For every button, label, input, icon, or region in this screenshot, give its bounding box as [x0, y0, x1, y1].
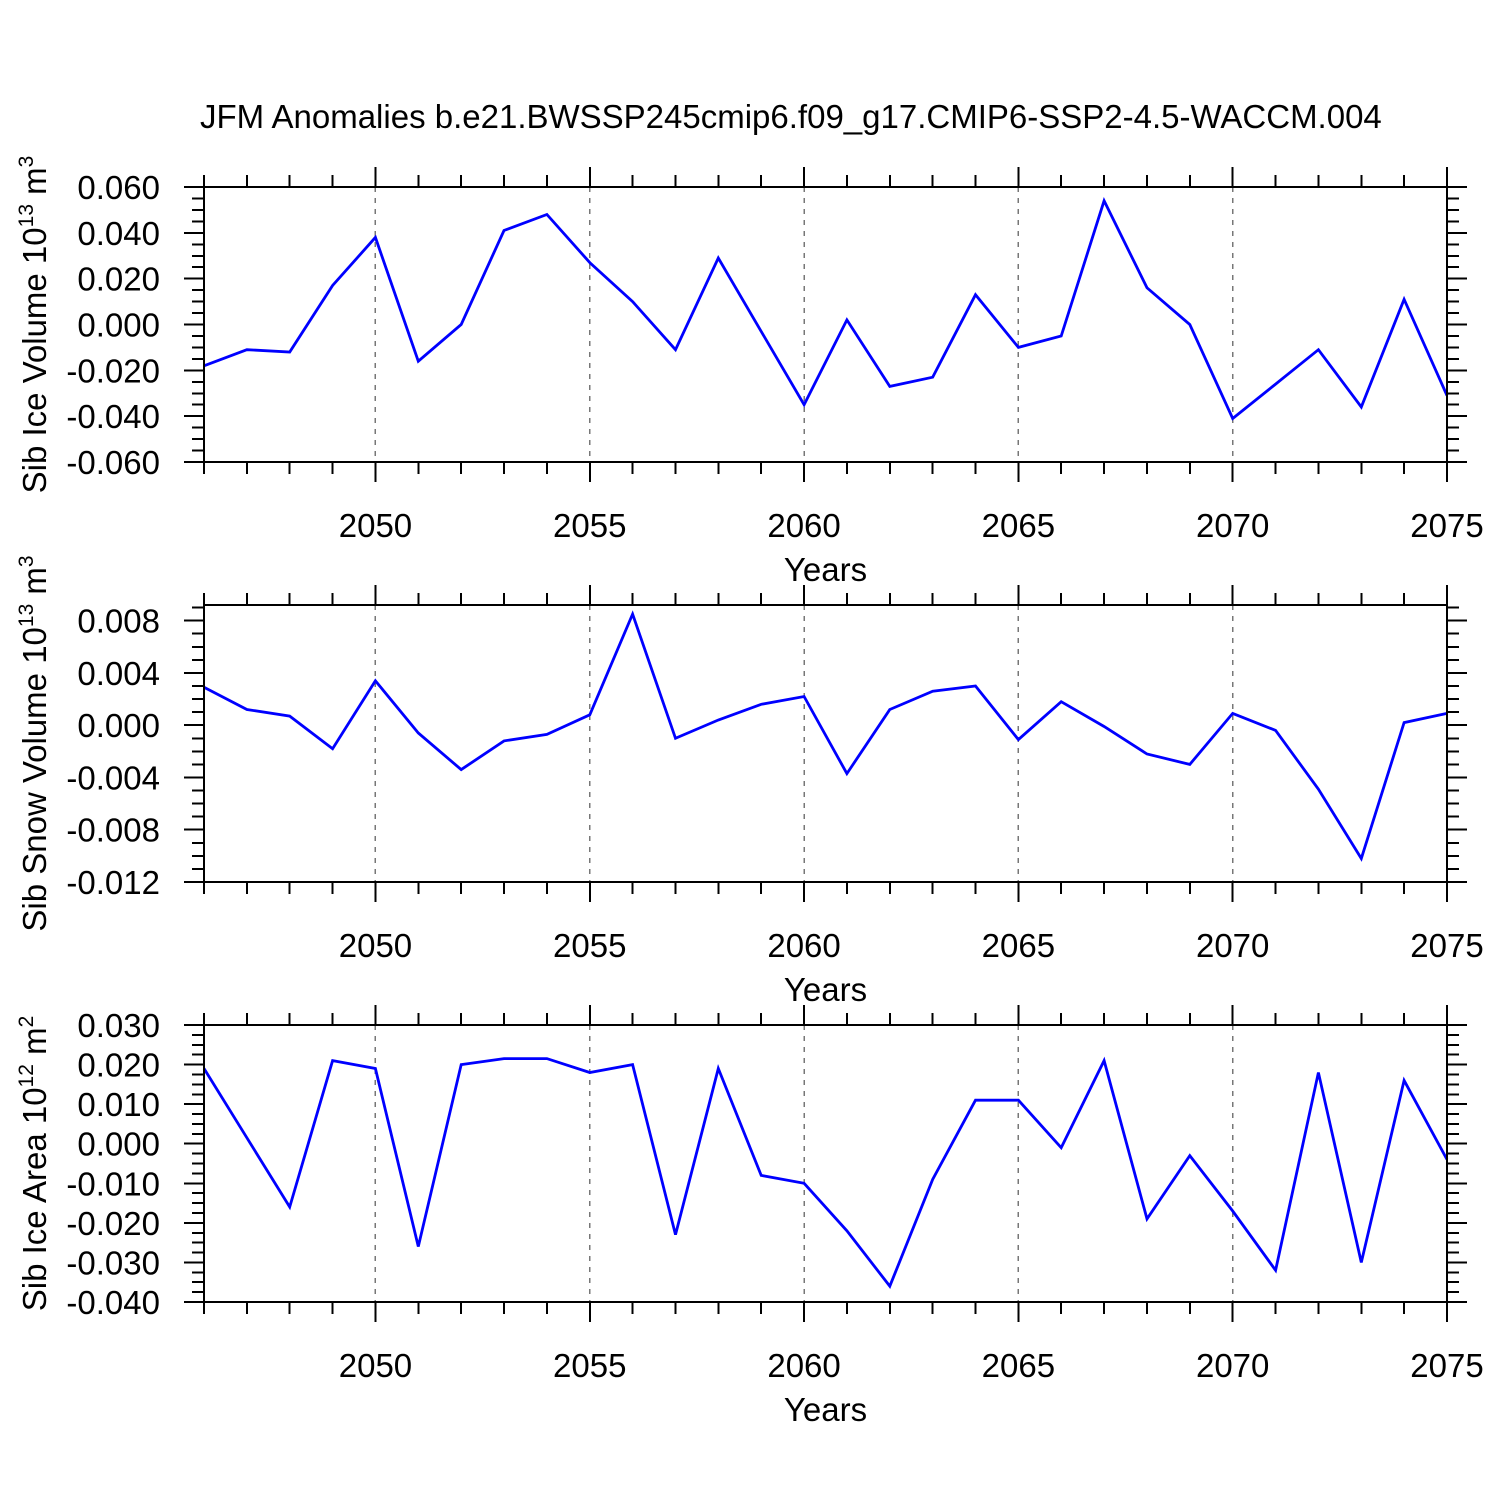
- sib-ice-volume-ylabel: Sib Ice Volume 1013 m3: [15, 156, 53, 494]
- x-tick-label: 2065: [982, 927, 1055, 964]
- x-tick-label: 2060: [767, 927, 840, 964]
- y-tick-label: 0.010: [77, 1086, 160, 1123]
- y-tick-label: 0.008: [77, 603, 160, 640]
- x-tick-label: 2050: [339, 1347, 412, 1384]
- y-tick-label: -0.030: [66, 1244, 160, 1281]
- panel-frame: [203, 1024, 1448, 1303]
- panel-sib-snow-volume: 2050 2055 2060 2065 2070 2075 Years 0.008 0.004 0…: [15, 555, 1484, 1008]
- y-tick-label: -0.004: [66, 759, 160, 796]
- x-tick-label: 2050: [339, 927, 412, 964]
- y-tick-label: 0.004: [77, 655, 160, 692]
- sib-snow-volume-ylabel: Sib Snow Volume 1013 m3: [15, 555, 53, 931]
- y-tick-label: 0.040: [77, 215, 160, 252]
- x-tick-label: 2065: [982, 507, 1055, 544]
- x-tick-label: 2060: [767, 507, 840, 544]
- x-tick-label: 2070: [1196, 1347, 1269, 1384]
- sib-ice-area-xlabel: Years: [784, 1391, 867, 1428]
- x-tick-label: 2075: [1410, 507, 1483, 544]
- x-tick-label: 2075: [1410, 1347, 1483, 1384]
- y-tick-label: 0.020: [77, 261, 160, 298]
- y-tick-label: -0.040: [66, 398, 160, 435]
- panel-sib-ice-area: 2050 2055 2060 2065 2070 2075Years0.0300.0200…: [15, 1005, 1484, 1428]
- x-tick-label: 2050: [339, 507, 412, 544]
- y-tick-label: -0.020: [66, 352, 160, 389]
- panel-frame: [203, 186, 1448, 463]
- y-tick-label: -0.060: [66, 444, 160, 481]
- y-tick-label: 0.000: [77, 707, 160, 744]
- sib-ice-area-ylabel: Sib Ice Area 1012 m2: [15, 1016, 53, 1312]
- y-tick-label: -0.020: [66, 1205, 160, 1242]
- chart-title: JFM Anomalies b.e21.BWSSP245cmip6.f09_g1…: [200, 98, 1382, 135]
- y-tick-label: -0.012: [66, 864, 160, 901]
- x-tick-label: 2070: [1196, 507, 1269, 544]
- sib-ice-volume-xlabel: Years: [784, 551, 867, 588]
- x-tick-label: 2055: [553, 507, 626, 544]
- x-tick-label: 2065: [982, 1347, 1055, 1384]
- x-tick-label: 2055: [553, 1347, 626, 1384]
- x-tick-label: 2055: [553, 927, 626, 964]
- y-tick-label: -0.010: [66, 1165, 160, 1202]
- y-tick-label: -0.040: [66, 1284, 160, 1321]
- x-tick-label: 2070: [1196, 927, 1269, 964]
- y-tick-label: 0.000: [77, 1126, 160, 1163]
- y-tick-label: 0.030: [77, 1007, 160, 1044]
- sib-ice-area-series-line: [202, 1056, 1449, 1289]
- x-tick-label: 2075: [1410, 927, 1483, 964]
- sib-ice-volume-series-line: [203, 197, 1449, 421]
- y-tick-label: 0.000: [77, 307, 160, 344]
- panels-group: 2050 2055 2060 2065 2070 2075 Years 0.060 0.040 0…: [15, 156, 1484, 1428]
- panel-sib-ice-volume: 2050 2055 2060 2065 2070 2075 Years 0.060 0.040 0…: [15, 156, 1484, 588]
- sib-snow-volume-series-line: [203, 610, 1448, 862]
- x-tick-label: 2060: [767, 1347, 840, 1384]
- y-tick-label: -0.008: [66, 812, 160, 849]
- sib-snow-volume-xlabel: Years: [784, 971, 867, 1008]
- panel-frame: [203, 604, 1448, 883]
- y-tick-label: 0.020: [77, 1047, 160, 1084]
- y-tick-label: 0.060: [77, 169, 160, 206]
